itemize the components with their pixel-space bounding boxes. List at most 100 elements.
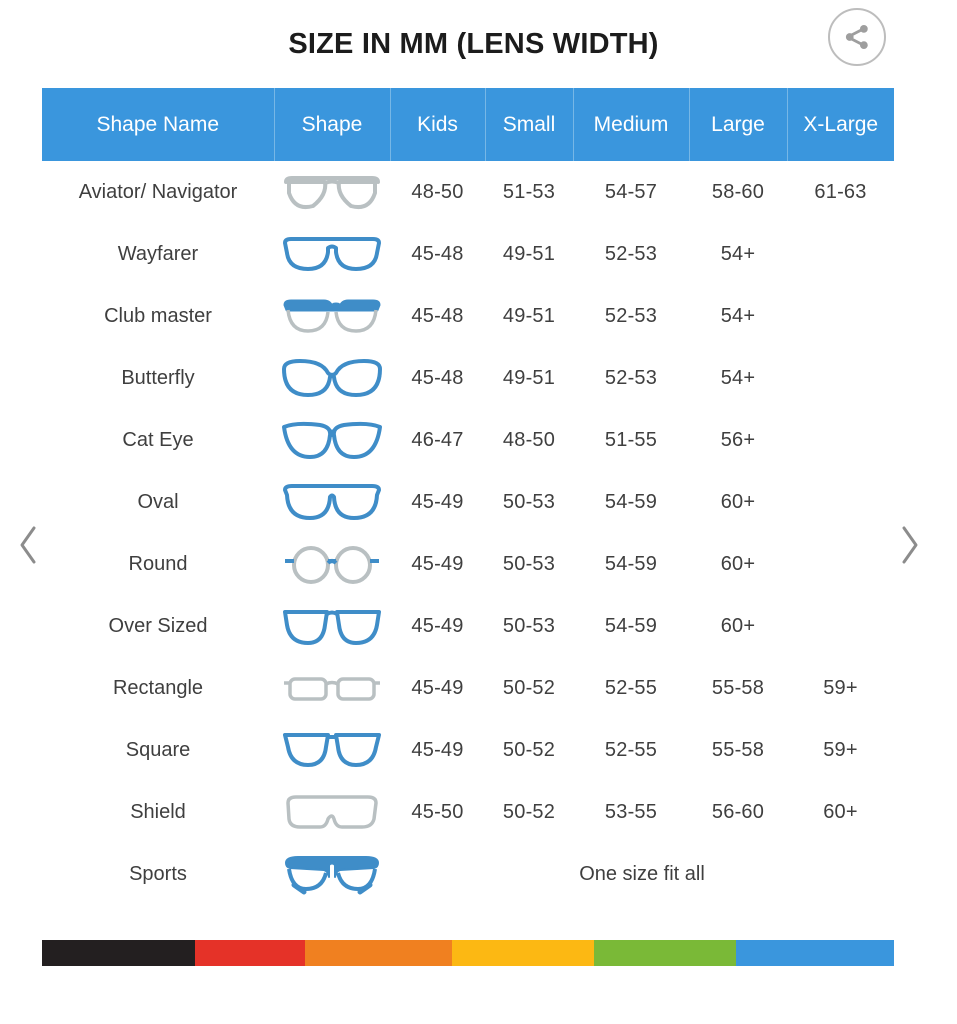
- column-header-shape: Shape: [274, 88, 391, 161]
- cell-size-large: 54+: [689, 347, 787, 409]
- column-header-xlarge: X-Large: [787, 88, 894, 161]
- cell-size-xlarge: [787, 285, 894, 347]
- cell-size-large: 55-58: [689, 719, 787, 781]
- cell-shape-name: Butterfly: [42, 347, 274, 409]
- cell-size-kids: 46-47: [390, 409, 485, 471]
- cell-size-small: 49-51: [485, 223, 573, 285]
- column-header-shape-name: Shape Name: [42, 88, 275, 161]
- cell-size-large: 56-60: [689, 781, 787, 843]
- carousel-prev-button[interactable]: [8, 518, 48, 572]
- cell-size-medium: 52-53: [573, 223, 689, 285]
- color-bar-segment-orange: [304, 940, 453, 966]
- cell-size-large: 54+: [689, 223, 787, 285]
- chevron-right-icon: [897, 524, 923, 566]
- cell-size-small: 51-53: [485, 161, 573, 223]
- cell-size-medium: 52-53: [573, 285, 689, 347]
- cell-size-kids: 45-49: [390, 719, 485, 781]
- clubmaster-glasses-icon: [274, 285, 390, 347]
- cell-size-small: 50-52: [485, 781, 573, 843]
- carousel-next-button[interactable]: [890, 518, 930, 572]
- cell-size-medium: 52-55: [573, 719, 689, 781]
- table-row: Aviator/ Navigator 48-50 51-53 54-57 58-60 6…: [42, 161, 894, 223]
- cell-size-small: 49-51: [485, 347, 573, 409]
- table-body: Aviator/ Navigator 48-50 51-53 54-57 58-60 6…: [42, 161, 894, 905]
- cell-size-xlarge: [787, 347, 894, 409]
- brand-color-bar: [42, 940, 894, 966]
- cell-shape-name: Square: [42, 719, 274, 781]
- cell-size-kids: 45-49: [390, 471, 485, 533]
- table-row: Rectangle 45-49 50-52 52-55 55-58 59+: [42, 657, 894, 719]
- cell-shape-name: Club master: [42, 285, 274, 347]
- table-row: Cat Eye 46-47 48-50 51-55 56+: [42, 409, 894, 471]
- cell-one-size-fit-all: One size fit all: [390, 843, 894, 905]
- cell-size-large: 60+: [689, 533, 787, 595]
- cell-size-xlarge: [787, 223, 894, 285]
- cell-size-large: 54+: [689, 285, 787, 347]
- cell-size-xlarge: 61-63: [787, 161, 894, 223]
- cell-shape-name: Rectangle: [42, 657, 274, 719]
- cell-size-xlarge: 59+: [787, 719, 894, 781]
- cell-shape-name: Sports: [42, 843, 274, 905]
- cell-size-kids: 45-48: [390, 285, 485, 347]
- color-bar-segment-green: [594, 940, 737, 966]
- cell-size-large: 56+: [689, 409, 787, 471]
- size-chart-table: Shape Name Shape Kids Small Medium Large…: [42, 88, 894, 905]
- cell-size-kids: 45-49: [390, 595, 485, 657]
- table-header-row: Shape Name Shape Kids Small Medium Large…: [42, 88, 894, 161]
- table-row: Round 45-49 50-53 54-59 60+: [42, 533, 894, 595]
- cell-size-medium: 54-59: [573, 533, 689, 595]
- table-row: Square 45-49 50-52 52-55 55-58 59+: [42, 719, 894, 781]
- round-glasses-icon: [274, 533, 390, 595]
- cell-size-kids: 45-48: [390, 223, 485, 285]
- cell-size-xlarge: [787, 471, 894, 533]
- cateye-glasses-icon: [274, 409, 390, 471]
- cell-size-small: 50-52: [485, 657, 573, 719]
- table-row: Sports One size fit all: [42, 843, 894, 905]
- cell-size-small: 50-53: [485, 595, 573, 657]
- table-row: Wayfarer 45-48 49-51 52-53 54+: [42, 223, 894, 285]
- cell-size-large: 60+: [689, 471, 787, 533]
- chevron-left-icon: [15, 524, 41, 566]
- column-header-small: Small: [485, 88, 574, 161]
- cell-size-kids: 45-49: [390, 533, 485, 595]
- oversized-glasses-icon: [274, 595, 390, 657]
- table-row: Shield 45-50 50-52 53-55 56-60 60+: [42, 781, 894, 843]
- cell-shape-name: Wayfarer: [42, 223, 274, 285]
- cell-size-xlarge: 60+: [787, 781, 894, 843]
- cell-size-xlarge: [787, 595, 894, 657]
- cell-size-large: 55-58: [689, 657, 787, 719]
- cell-size-medium: 54-57: [573, 161, 689, 223]
- sports-glasses-icon: [274, 843, 390, 905]
- cell-size-medium: 53-55: [573, 781, 689, 843]
- column-header-kids: Kids: [390, 88, 486, 161]
- page-title: SIZE IN MM (LENS WIDTH): [288, 27, 659, 60]
- cell-size-kids: 45-48: [390, 347, 485, 409]
- rectangle-glasses-icon: [274, 657, 390, 719]
- cell-size-small: 49-51: [485, 285, 573, 347]
- share-button[interactable]: [828, 8, 886, 66]
- cell-size-xlarge: [787, 533, 894, 595]
- table-row: Over Sized 45-49 50-53 54-59 60+: [42, 595, 894, 657]
- column-header-large: Large: [689, 88, 788, 161]
- cell-size-small: 50-53: [485, 471, 573, 533]
- cell-size-xlarge: 59+: [787, 657, 894, 719]
- cell-size-medium: 51-55: [573, 409, 689, 471]
- table-header: Shape Name Shape Kids Small Medium Large…: [42, 88, 894, 161]
- cell-size-large: 58-60: [689, 161, 787, 223]
- oval-glasses-icon: [274, 471, 390, 533]
- aviator-glasses-icon: [274, 161, 390, 223]
- color-bar-segment-black: [42, 940, 195, 966]
- cell-size-small: 50-52: [485, 719, 573, 781]
- cell-shape-name: Over Sized: [42, 595, 274, 657]
- table-row: Club master 45-48 49-51 52-53 54+: [42, 285, 894, 347]
- page-title-bar: SIZE IN MM (LENS WIDTH): [0, 0, 957, 88]
- table-row: Butterfly 45-48 49-51 52-53 54+: [42, 347, 894, 409]
- cell-size-medium: 54-59: [573, 471, 689, 533]
- cell-shape-name: Aviator/ Navigator: [42, 161, 274, 223]
- cell-shape-name: Shield: [42, 781, 274, 843]
- cell-size-small: 50-53: [485, 533, 573, 595]
- cell-size-medium: 54-59: [573, 595, 689, 657]
- color-bar-segment-yellow: [452, 940, 595, 966]
- cell-shape-name: Cat Eye: [42, 409, 274, 471]
- color-bar-segment-blue: [736, 940, 894, 966]
